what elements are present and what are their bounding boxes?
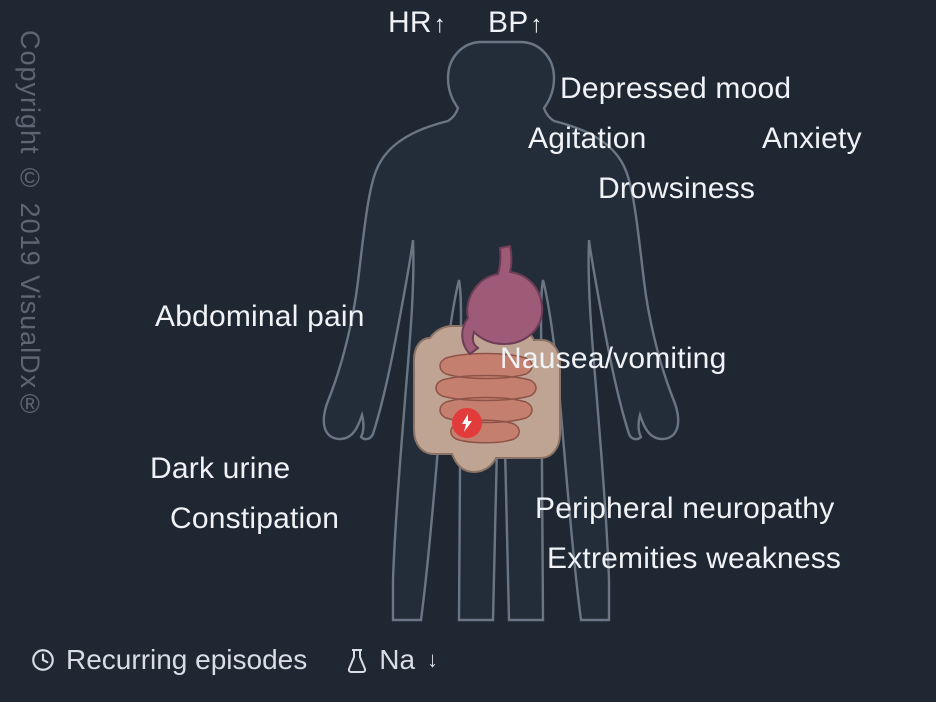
symptom-label: Depressed mood xyxy=(560,72,791,106)
symptom-label: Dark urine xyxy=(150,452,290,486)
footer-item: Na ↓ xyxy=(345,644,438,676)
vital-bp: BP↑ xyxy=(488,6,543,40)
footer-text: Na xyxy=(379,644,415,676)
diagram-stage: Copyright © 2019 VisualDx® HR↑BP↑ Depres… xyxy=(0,0,936,702)
symptom-label: Extremities weakness xyxy=(547,542,841,576)
vital-text: BP xyxy=(488,6,528,39)
arrow-down-icon: ↓ xyxy=(427,647,438,673)
symptom-label: Nausea/vomiting xyxy=(500,342,726,376)
pain-marker-icon xyxy=(452,408,482,438)
arrow-up-icon: ↑ xyxy=(434,11,446,38)
symptom-label: Anxiety xyxy=(762,122,862,156)
symptom-label: Agitation xyxy=(528,122,647,156)
vital-hr: HR↑ xyxy=(388,6,446,40)
vital-text: HR xyxy=(388,6,432,39)
symptom-label: Abdominal pain xyxy=(155,300,365,334)
symptom-label: Drowsiness xyxy=(598,172,755,206)
arrow-up-icon: ↑ xyxy=(530,11,542,38)
flask-icon xyxy=(345,647,369,673)
symptom-label: Constipation xyxy=(170,502,339,536)
copyright-watermark: Copyright © 2019 VisualDx® xyxy=(14,30,45,420)
footer-row: Recurring episodes Na ↓ xyxy=(30,644,438,676)
symptom-label: Peripheral neuropathy xyxy=(535,492,834,526)
clock-icon xyxy=(30,647,56,673)
footer-text: Recurring episodes xyxy=(66,644,307,676)
footer-item: Recurring episodes xyxy=(30,644,307,676)
